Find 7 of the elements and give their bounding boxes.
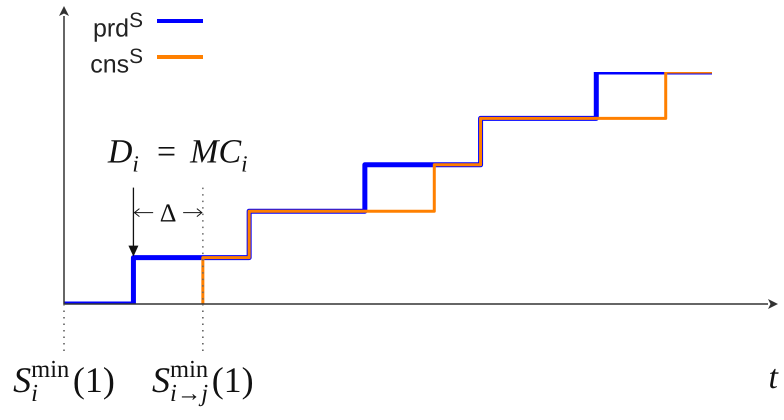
annotation: D$_{i}$ = MC$_{i}$ [106,134,248,178]
x-tick-label: S$_{i}$$^{min}$(1) [13,356,115,408]
legend-label: prd$^{S}$ [92,8,143,44]
annotation: Δ [160,198,177,228]
x-tick-label: S$_{i→j}$$^{min}$(1) [152,356,254,408]
x-axis-title: t [768,359,780,396]
legend-label: cns$^{S}$ [89,44,143,80]
